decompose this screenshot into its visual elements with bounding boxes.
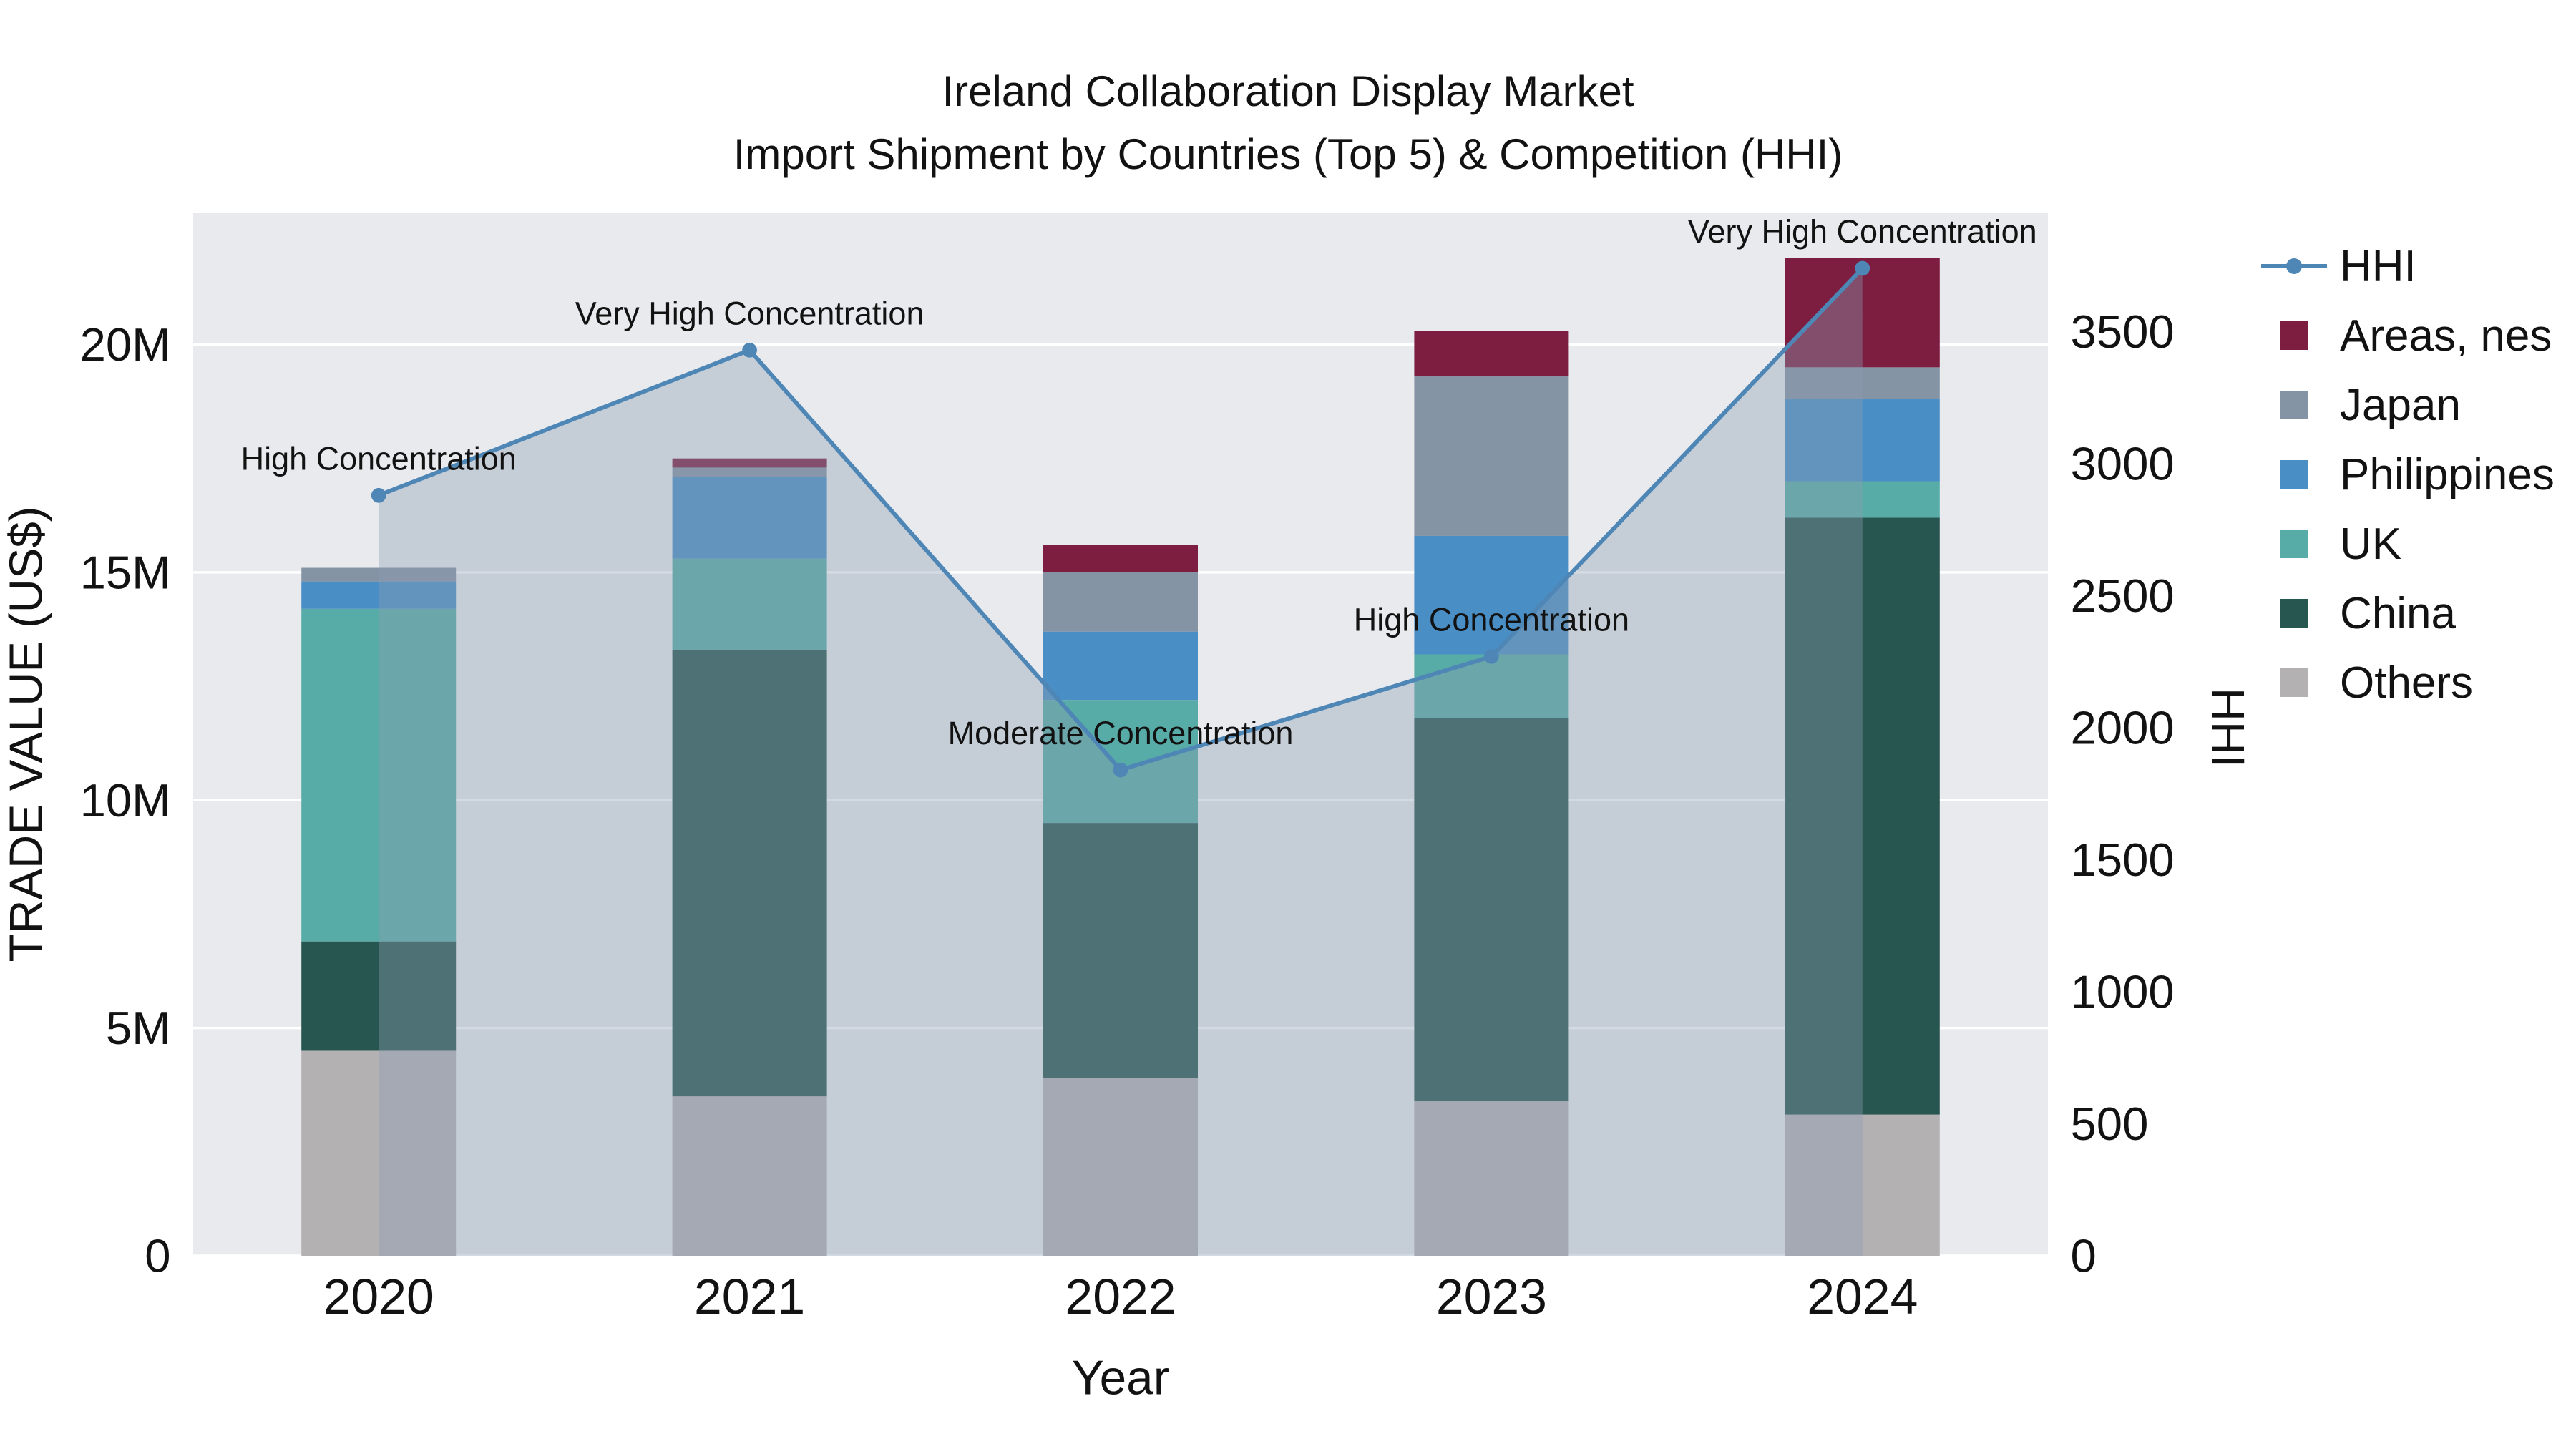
y-right-tick-label: 1000 xyxy=(2071,966,2175,1018)
y-right-tick-label: 0 xyxy=(2071,1230,2097,1282)
x-tick-label: 2020 xyxy=(323,1269,434,1324)
chart-title-line2: Import Shipment by Countries (Top 5) & C… xyxy=(733,130,1843,179)
legend-label-areas-nes: Areas, nes xyxy=(2340,311,2552,361)
y-right-tick-label: 3500 xyxy=(2071,306,2175,358)
bar-segment-2022-japan xyxy=(1043,572,1198,632)
hhi-marker-2021 xyxy=(742,342,757,358)
x-tick-label: 2024 xyxy=(1807,1269,1918,1324)
bar-segment-2021-china xyxy=(672,650,827,1097)
bar-segment-2021-others xyxy=(672,1096,827,1256)
hhi-area-fill xyxy=(379,268,1863,1257)
y-left-tick-label: 10M xyxy=(80,774,171,826)
legend-label-hhi: HHI xyxy=(2340,241,2416,291)
bar-segment-2021-japan xyxy=(672,467,827,477)
y-right-tick-label: 2500 xyxy=(2071,570,2175,622)
legend-item-philippines[interactable]: Philippines xyxy=(2260,450,2555,499)
bar-segment-2020-china xyxy=(301,941,457,1051)
legend-item-others[interactable]: Others xyxy=(2260,658,2555,708)
legend-label-japan: Japan xyxy=(2340,380,2461,430)
bar-segment-2021-philippines xyxy=(672,477,827,559)
hhi-marker-2023 xyxy=(1484,649,1499,664)
hhi-marker-2022 xyxy=(1113,762,1128,778)
legend-label-philippines: Philippines xyxy=(2340,449,2555,499)
bar-segment-2020-philippines xyxy=(301,581,457,609)
y-left-tick-label: 20M xyxy=(80,318,171,371)
hhi-annotation-2021: Very High Concentration xyxy=(575,295,924,331)
legend-label-others: Others xyxy=(2340,658,2474,708)
philippines-swatch-icon xyxy=(2260,459,2328,490)
bar-segment-2022-areas-nes xyxy=(1043,545,1198,572)
y-right-tick-label: 1500 xyxy=(2071,834,2175,886)
legend-label-china: China xyxy=(2340,588,2456,638)
y-left-tick-label: 15M xyxy=(80,546,171,598)
hhi-annotation-2022: Moderate Concentration xyxy=(948,715,1294,751)
bar-segment-2024-china xyxy=(1785,517,1940,1115)
bar-segment-2020-others xyxy=(301,1050,457,1256)
bar-segment-2022-philippines xyxy=(1043,631,1198,701)
others-swatch-icon xyxy=(2260,667,2328,698)
legend-item-areas-nes[interactable]: Areas, nes xyxy=(2260,311,2555,361)
japan-swatch-icon xyxy=(2260,389,2328,421)
x-tick-label: 2022 xyxy=(1065,1269,1176,1324)
hhi-annotation-2024: Very High Concentration xyxy=(1688,213,2037,250)
hhi-line-icon xyxy=(2260,250,2328,282)
bar-segment-2023-others xyxy=(1414,1101,1569,1256)
y-right-axis-title: HHI xyxy=(2202,688,2255,768)
legend-item-uk[interactable]: UK xyxy=(2260,519,2555,569)
bar-segment-2024-philippines xyxy=(1785,399,1940,482)
bar-segment-2023-uk xyxy=(1414,654,1569,718)
bar-segment-2020-japan xyxy=(301,567,457,582)
y-left-axis-title: TRADE VALUE (US$) xyxy=(0,507,52,962)
y-right-tick-label: 2000 xyxy=(2071,702,2175,754)
x-tick-label: 2021 xyxy=(694,1269,805,1324)
bar-segment-2021-uk xyxy=(672,558,827,650)
y-left-tick-label: 5M xyxy=(106,1002,171,1054)
bar-segment-2022-uk xyxy=(1043,700,1198,824)
x-tick-label: 2023 xyxy=(1436,1269,1547,1324)
bar-segment-2024-others xyxy=(1785,1114,1940,1256)
legend-item-hhi[interactable]: HHI xyxy=(2260,242,2555,291)
bar-segment-2021-areas-nes xyxy=(672,458,827,468)
bar-segment-2023-philippines xyxy=(1414,535,1569,655)
bar-segment-2024-areas-nes xyxy=(1785,258,1940,368)
china-swatch-icon xyxy=(2260,597,2328,629)
x-axis-title: Year xyxy=(1072,1352,1169,1405)
bar-segment-2022-others xyxy=(1043,1078,1198,1256)
bar-segment-2020-uk xyxy=(301,608,457,942)
bar-segment-2022-china xyxy=(1043,823,1198,1078)
chart-title: Ireland Collaboration Display Market Imp… xyxy=(0,60,2576,186)
hhi-marker-2024 xyxy=(1855,260,1870,276)
hhi-annotation-2023: High Concentration xyxy=(1354,601,1629,638)
legend-label-uk: UK xyxy=(2340,519,2402,569)
y-left-tick-label: 0 xyxy=(145,1230,170,1282)
chart-title-line1: Ireland Collaboration Display Market xyxy=(942,67,1634,115)
y-right-tick-label: 3000 xyxy=(2071,438,2175,490)
bar-segment-2024-japan xyxy=(1785,367,1940,399)
legend-item-china[interactable]: China xyxy=(2260,589,2555,638)
bar-segment-2024-uk xyxy=(1785,481,1940,518)
uk-swatch-icon xyxy=(2260,528,2328,560)
legend: HHI Areas, nes Japan Philippines UK Chin… xyxy=(2260,242,2555,708)
areas-nes-swatch-icon xyxy=(2260,320,2328,351)
hhi-annotation-2020: High Concentration xyxy=(241,440,517,477)
legend-item-japan[interactable]: Japan xyxy=(2260,380,2555,430)
y-right-tick-label: 500 xyxy=(2071,1098,2149,1150)
bar-segment-2023-areas-nes xyxy=(1414,331,1569,377)
hhi-marker-2020 xyxy=(371,487,386,503)
bar-segment-2023-japan xyxy=(1414,376,1569,536)
bar-segment-2023-china xyxy=(1414,718,1569,1101)
